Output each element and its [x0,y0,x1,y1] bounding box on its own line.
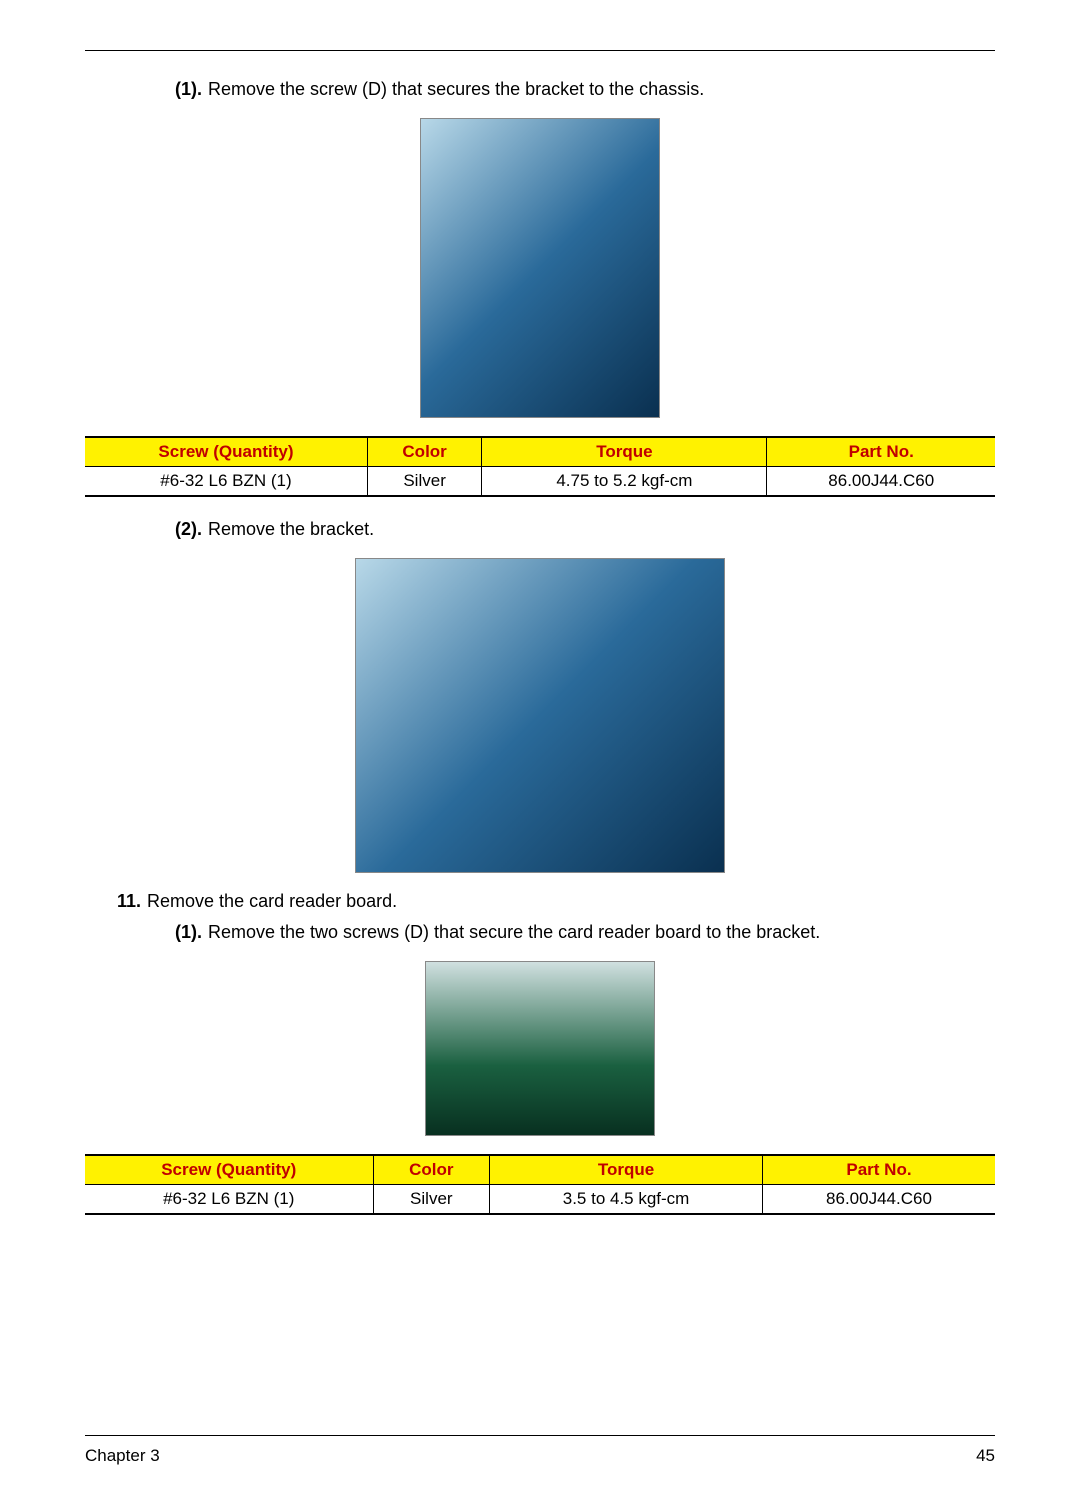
table-row: #6-32 L6 BZN (1) Silver 4.75 to 5.2 kgf-… [85,467,995,497]
page-footer: Chapter 3 45 [85,1435,995,1466]
step-text: Remove the two screws (D) that secure th… [208,922,995,943]
step-1-sub: (1). Remove the screw (D) that secures t… [175,79,995,100]
step-text: Remove the screw (D) that secures the br… [208,79,995,100]
cell-screw-qty: #6-32 L6 BZN (1) [85,1185,373,1215]
cell-screw-qty: #6-32 L6 BZN (1) [85,467,367,497]
cell-color: Silver [373,1185,490,1215]
col-torque: Torque [482,437,767,467]
cell-torque: 4.75 to 5.2 kgf-cm [482,467,767,497]
step-num: (1). [175,922,202,943]
col-part-no: Part No. [762,1155,995,1185]
figure-remove-bracket [355,558,725,873]
step-text: Remove the bracket. [208,519,995,540]
col-screw-qty: Screw (Quantity) [85,437,367,467]
col-part-no: Part No. [767,437,995,467]
table-row: #6-32 L6 BZN (1) Silver 3.5 to 4.5 kgf-c… [85,1185,995,1215]
col-color: Color [367,437,481,467]
cell-torque: 3.5 to 4.5 kgf-cm [490,1185,763,1215]
col-torque: Torque [490,1155,763,1185]
step-num: (1). [175,79,202,100]
figure-card-reader-board [425,961,655,1136]
col-color: Color [373,1155,490,1185]
cell-part-no: 86.00J44.C60 [767,467,995,497]
step-num: 11. [117,891,141,912]
top-rule [85,50,995,51]
footer-chapter: Chapter 3 [85,1446,160,1466]
screw-table-2: Screw (Quantity) Color Torque Part No. #… [85,1154,995,1215]
figure-chassis-screw [420,118,660,418]
step-2-sub: (2). Remove the bracket. [175,519,995,540]
step-11-main: 11. Remove the card reader board. [117,891,995,912]
cell-color: Silver [367,467,481,497]
screw-table-1: Screw (Quantity) Color Torque Part No. #… [85,436,995,497]
footer-page-number: 45 [976,1446,995,1466]
step-text: Remove the card reader board. [147,891,995,912]
step-num: (2). [175,519,202,540]
step-11-1-sub: (1). Remove the two screws (D) that secu… [175,922,995,943]
col-screw-qty: Screw (Quantity) [85,1155,373,1185]
cell-part-no: 86.00J44.C60 [762,1185,995,1215]
